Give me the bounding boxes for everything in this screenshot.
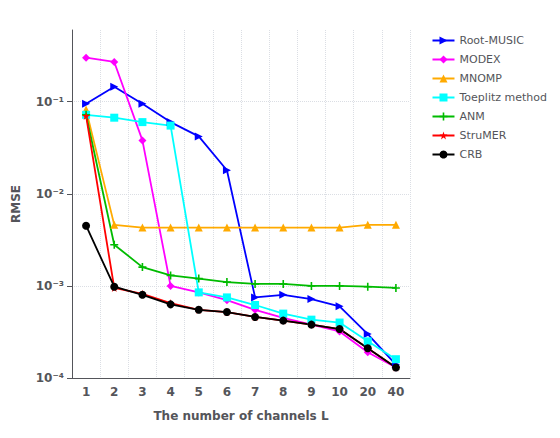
svg-text:RMSE: RMSE xyxy=(9,185,23,223)
svg-text:10⁻¹: 10⁻¹ xyxy=(36,95,64,109)
svg-text:10: 10 xyxy=(331,385,348,399)
svg-text:40: 40 xyxy=(388,385,405,399)
svg-text:2: 2 xyxy=(110,385,118,399)
svg-text:The number of channels L: The number of channels L xyxy=(153,409,329,423)
svg-text:6: 6 xyxy=(223,385,231,399)
svg-text:10⁻⁴: 10⁻⁴ xyxy=(36,371,64,385)
svg-text:7: 7 xyxy=(251,385,259,399)
svg-text:MODEX: MODEX xyxy=(459,53,501,66)
svg-text:9: 9 xyxy=(307,385,315,399)
svg-text:5: 5 xyxy=(195,385,203,399)
svg-text:10⁻³: 10⁻³ xyxy=(36,279,64,293)
svg-text:ANM: ANM xyxy=(459,110,484,123)
svg-text:4: 4 xyxy=(166,385,174,399)
svg-text:StruMER: StruMER xyxy=(459,129,506,142)
svg-text:CRB: CRB xyxy=(459,148,482,161)
svg-text:3: 3 xyxy=(138,385,146,399)
svg-text:Root-MUSIC: Root-MUSIC xyxy=(459,34,524,47)
svg-text:1: 1 xyxy=(82,385,90,399)
svg-text:20: 20 xyxy=(359,385,376,399)
svg-text:8: 8 xyxy=(279,385,287,399)
svg-text:MNOMP: MNOMP xyxy=(459,72,502,85)
svg-text:Toeplitz method: Toeplitz method xyxy=(458,91,547,104)
svg-text:10⁻²: 10⁻² xyxy=(36,187,64,201)
